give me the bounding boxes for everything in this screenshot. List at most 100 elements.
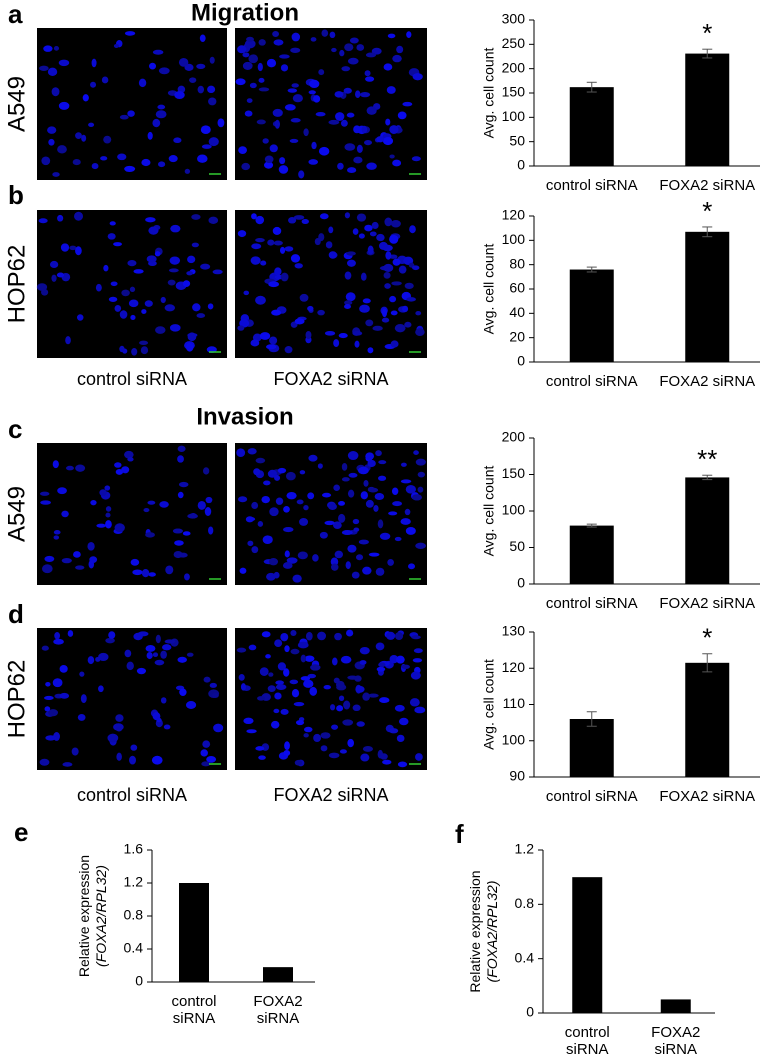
nucleus bbox=[340, 119, 348, 127]
nucleus bbox=[53, 638, 64, 645]
nucleus bbox=[45, 681, 51, 687]
nucleus bbox=[273, 571, 280, 579]
nucleus bbox=[40, 500, 52, 505]
nucleus bbox=[318, 146, 330, 156]
nucleus bbox=[259, 332, 271, 340]
nucleus bbox=[258, 87, 270, 92]
y-tick-label: 200 bbox=[502, 59, 526, 75]
nucleus bbox=[247, 448, 257, 455]
nucleus bbox=[272, 31, 280, 37]
nucleus bbox=[409, 698, 420, 707]
nucleus bbox=[389, 154, 395, 159]
nucleus bbox=[87, 542, 95, 551]
nucleus bbox=[79, 671, 85, 677]
nucleus bbox=[336, 705, 344, 712]
nucleus bbox=[347, 259, 356, 267]
nucleus bbox=[417, 471, 426, 478]
nucleus bbox=[168, 155, 178, 163]
nucleus bbox=[366, 106, 377, 115]
nucleus bbox=[328, 251, 337, 259]
nucleus bbox=[133, 632, 143, 641]
nucleus bbox=[345, 292, 356, 302]
nucleus bbox=[67, 630, 74, 637]
nucleus bbox=[366, 162, 377, 170]
nucleus bbox=[279, 157, 286, 165]
nucleus bbox=[108, 631, 116, 639]
nucleus bbox=[367, 487, 379, 493]
nucleus bbox=[391, 487, 399, 495]
nucleus bbox=[133, 269, 144, 274]
error-bar bbox=[702, 653, 713, 673]
nucleus bbox=[410, 671, 421, 680]
nucleus bbox=[305, 631, 313, 641]
nucleus bbox=[273, 708, 280, 714]
nucleus bbox=[288, 216, 297, 224]
micrograph bbox=[235, 28, 427, 180]
column-label: FOXA2 siRNA bbox=[273, 369, 388, 389]
nucleus bbox=[378, 475, 387, 481]
nucleus bbox=[292, 574, 302, 583]
nucleus bbox=[383, 263, 394, 272]
nucleus bbox=[417, 486, 424, 493]
nucleus bbox=[376, 666, 386, 672]
nucleus bbox=[356, 721, 365, 727]
y-axis-label: Relative expression bbox=[76, 855, 92, 977]
nucleus bbox=[272, 226, 282, 235]
y-tick-label: 1.2 bbox=[515, 841, 535, 857]
nucleus bbox=[287, 88, 298, 93]
nucleus bbox=[284, 246, 294, 252]
nucleus bbox=[98, 685, 104, 693]
nucleus bbox=[260, 260, 267, 266]
nucleus bbox=[333, 677, 340, 684]
nucleus bbox=[136, 667, 147, 675]
nucleus bbox=[132, 569, 143, 576]
nucleus bbox=[355, 554, 364, 561]
nucleus bbox=[154, 251, 161, 257]
nucleus bbox=[208, 216, 219, 224]
nucleus bbox=[248, 644, 257, 651]
nucleus bbox=[258, 755, 266, 760]
nucleus bbox=[353, 527, 360, 532]
nucleus bbox=[414, 706, 426, 714]
nucleus bbox=[379, 532, 391, 540]
nucleus bbox=[274, 267, 282, 276]
nucleus bbox=[338, 695, 345, 702]
nucleus bbox=[146, 255, 157, 263]
nucleus bbox=[283, 749, 291, 756]
nucleus bbox=[344, 300, 353, 306]
nucleus bbox=[155, 634, 161, 644]
nucleus bbox=[186, 271, 193, 276]
y-tick-label: 200 bbox=[502, 429, 526, 445]
nucleus bbox=[241, 162, 251, 171]
nucleus bbox=[310, 664, 321, 671]
nucleus bbox=[375, 642, 385, 651]
nucleus bbox=[255, 238, 265, 243]
nucleus bbox=[110, 281, 118, 287]
nucleus bbox=[389, 234, 399, 244]
nucleus bbox=[412, 73, 423, 81]
y-tick-label: 60 bbox=[509, 280, 525, 296]
nucleus bbox=[91, 163, 99, 170]
nucleus bbox=[71, 747, 79, 756]
nucleus bbox=[303, 679, 314, 688]
nucleus bbox=[364, 70, 371, 77]
nucleus bbox=[87, 656, 95, 665]
x-tick-label: FOXA2 bbox=[253, 993, 302, 1010]
nucleus bbox=[119, 345, 125, 353]
nucleus bbox=[147, 500, 156, 505]
nucleus bbox=[405, 484, 417, 494]
nucleus bbox=[48, 709, 58, 717]
nucleus bbox=[275, 684, 287, 690]
nucleus bbox=[268, 281, 280, 288]
nucleus bbox=[182, 280, 191, 288]
nucleus bbox=[346, 629, 354, 637]
nucleus bbox=[205, 496, 213, 504]
nucleus bbox=[378, 662, 386, 668]
nucleus bbox=[415, 542, 427, 549]
nucleus bbox=[251, 213, 257, 220]
nucleus bbox=[277, 467, 287, 474]
micrograph bbox=[235, 210, 427, 358]
nucleus bbox=[75, 464, 86, 472]
y-tick-label: 0 bbox=[526, 1004, 534, 1020]
nucleus bbox=[187, 513, 198, 519]
